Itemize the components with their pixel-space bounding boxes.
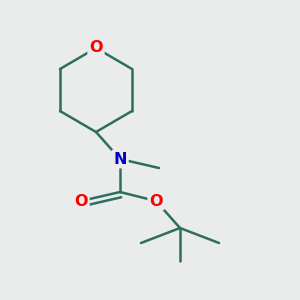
Text: O: O bbox=[89, 40, 103, 56]
Text: O: O bbox=[149, 194, 163, 208]
Text: O: O bbox=[74, 194, 88, 208]
Text: N: N bbox=[113, 152, 127, 166]
